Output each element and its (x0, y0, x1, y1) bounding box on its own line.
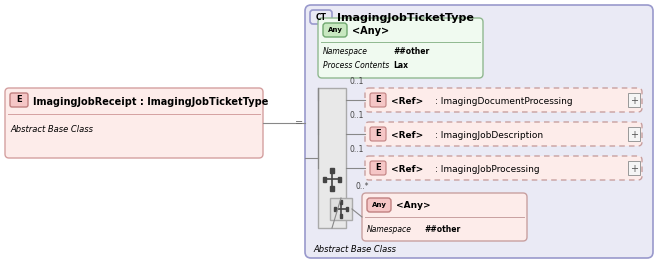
FancyBboxPatch shape (365, 88, 642, 112)
Bar (318, 88, 346, 228)
FancyBboxPatch shape (362, 193, 527, 241)
Text: E: E (16, 95, 22, 104)
Text: : ImagingJobProcessing: : ImagingJobProcessing (435, 165, 540, 174)
Bar (340, 214, 343, 218)
FancyBboxPatch shape (365, 156, 642, 180)
Text: 0..1: 0..1 (349, 111, 364, 120)
Text: Any: Any (327, 27, 343, 33)
Text: 0..*: 0..* (355, 182, 368, 191)
Text: Any: Any (372, 202, 387, 208)
Text: ImagingJobReceipt : ImagingJobTicketType: ImagingJobReceipt : ImagingJobTicketType (33, 97, 269, 107)
FancyBboxPatch shape (310, 10, 332, 24)
Text: Process Contents: Process Contents (323, 60, 389, 69)
Text: <Any>: <Any> (396, 201, 430, 210)
Text: : ImagingDocumentProcessing: : ImagingDocumentProcessing (435, 96, 573, 105)
Bar (338, 176, 341, 182)
Bar (628, 93, 640, 107)
FancyBboxPatch shape (367, 198, 391, 212)
Text: <Ref>: <Ref> (391, 130, 423, 139)
Text: Namespace: Namespace (367, 226, 412, 235)
Text: Abstract Base Class: Abstract Base Class (10, 126, 93, 135)
Text: ##other: ##other (393, 47, 429, 56)
Text: +: + (630, 96, 638, 106)
Text: : ImagingJobDescription: : ImagingJobDescription (435, 130, 543, 139)
Text: Lax: Lax (393, 60, 408, 69)
Text: CT: CT (315, 12, 327, 21)
FancyBboxPatch shape (370, 127, 386, 141)
Text: E: E (375, 130, 381, 139)
Text: Abstract Base Class: Abstract Base Class (313, 245, 396, 254)
Text: <Ref>: <Ref> (391, 165, 423, 174)
Text: <Any>: <Any> (352, 26, 389, 36)
Bar (340, 200, 343, 204)
FancyBboxPatch shape (318, 18, 483, 78)
Bar (330, 198, 352, 220)
Bar (628, 127, 640, 141)
Text: 0..1: 0..1 (349, 77, 364, 86)
FancyBboxPatch shape (370, 93, 386, 107)
Bar (346, 207, 348, 211)
Text: ##other: ##other (424, 226, 460, 235)
FancyBboxPatch shape (323, 23, 347, 37)
FancyBboxPatch shape (305, 5, 653, 258)
Bar (333, 207, 337, 211)
Text: <Ref>: <Ref> (391, 96, 423, 105)
Text: ImagingJobTicketType: ImagingJobTicketType (337, 13, 474, 23)
Text: E: E (375, 164, 381, 173)
Text: Namespace: Namespace (323, 47, 368, 56)
Bar (330, 186, 334, 191)
Text: +: + (630, 130, 638, 140)
Text: =: = (295, 118, 303, 128)
Bar (330, 167, 334, 173)
FancyBboxPatch shape (370, 161, 386, 175)
Bar (628, 161, 640, 175)
Text: E: E (375, 95, 381, 104)
Text: +: + (630, 164, 638, 174)
FancyBboxPatch shape (5, 88, 263, 158)
Bar (323, 176, 326, 182)
Text: 0..1: 0..1 (349, 145, 364, 154)
FancyBboxPatch shape (10, 93, 28, 107)
FancyBboxPatch shape (365, 122, 642, 146)
